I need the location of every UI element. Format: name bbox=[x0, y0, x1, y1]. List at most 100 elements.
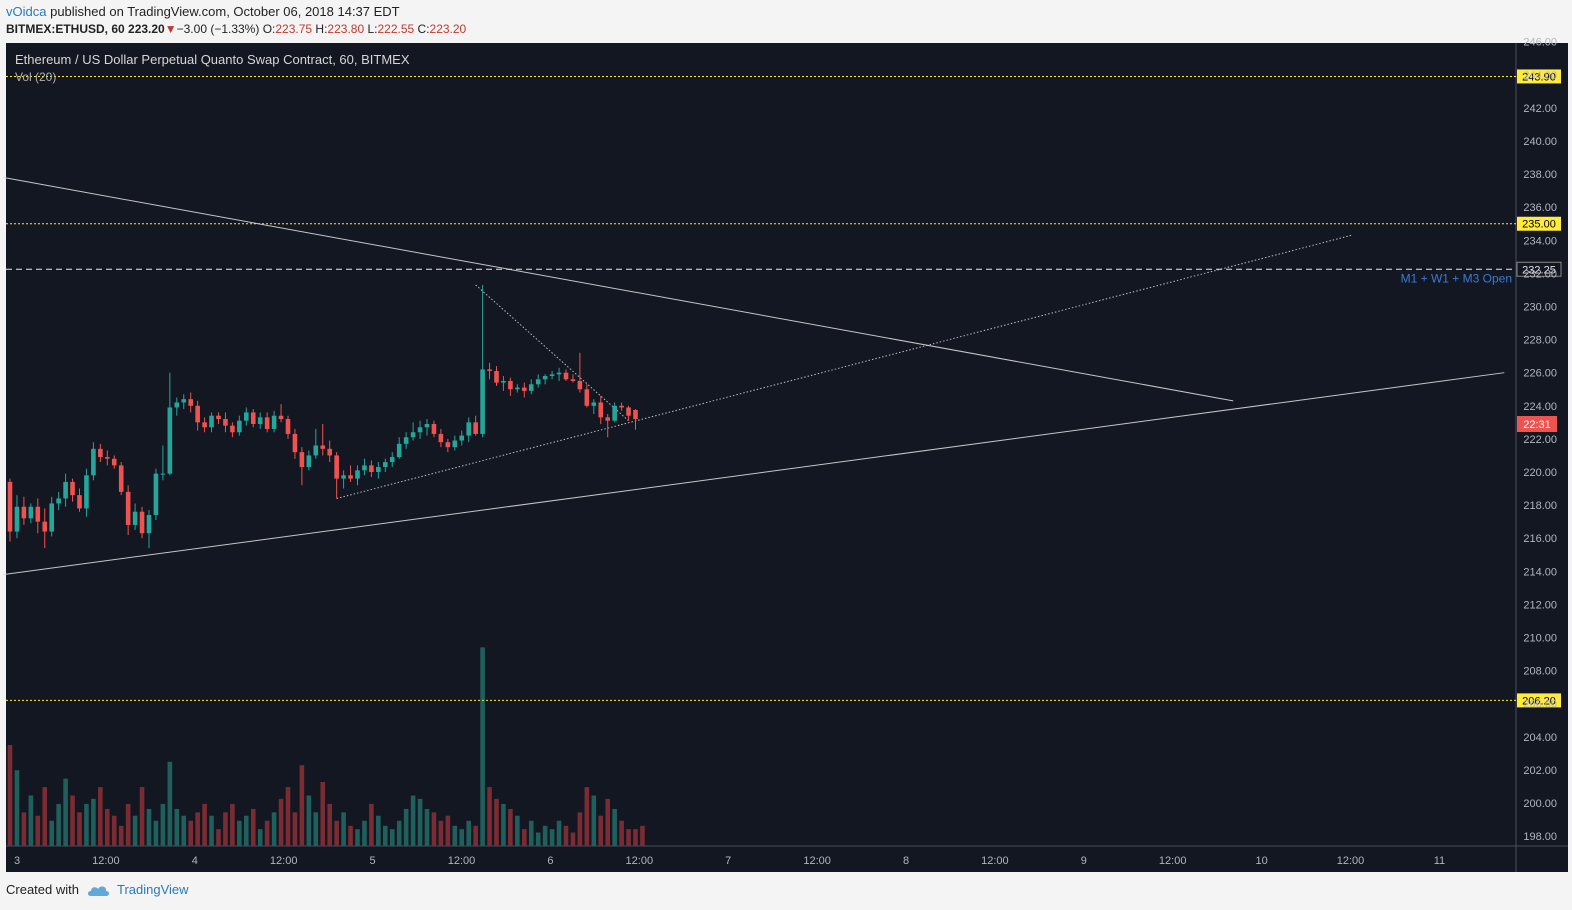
volume-bar bbox=[188, 820, 193, 846]
candle-body bbox=[410, 432, 416, 438]
volume-bar bbox=[7, 745, 13, 846]
candle-body bbox=[63, 481, 68, 499]
time-tick-label: 4 bbox=[192, 855, 198, 867]
time-tick-label: 12:00 bbox=[270, 855, 298, 867]
tradingview-brand-link[interactable]: TradingView bbox=[87, 882, 189, 897]
candle-body bbox=[35, 506, 41, 522]
volume-bar bbox=[202, 803, 207, 846]
candle-body bbox=[480, 369, 485, 434]
candle-body bbox=[528, 384, 534, 391]
volume-bar bbox=[334, 820, 339, 846]
volume-bar bbox=[91, 798, 96, 846]
tradingview-cloud-icon bbox=[87, 886, 109, 896]
candle-body bbox=[320, 445, 326, 449]
volume-bar bbox=[230, 803, 235, 846]
volume-bar bbox=[501, 803, 506, 846]
change-text: −3.00 (−1.33%) bbox=[176, 22, 260, 36]
volume-bar bbox=[223, 812, 228, 846]
volume-bar bbox=[313, 812, 319, 846]
candle-body bbox=[223, 419, 228, 426]
price-tick-label: 202.00 bbox=[1523, 765, 1557, 777]
candle-body bbox=[501, 380, 506, 383]
candle-body bbox=[230, 425, 235, 433]
volume-bar bbox=[515, 815, 520, 846]
candle-body bbox=[584, 389, 590, 406]
candle-body bbox=[605, 417, 610, 421]
candle-body bbox=[570, 379, 576, 381]
solid-trendline bbox=[2, 176, 1234, 402]
level-annotation: M1 + W1 + M3 Open bbox=[1401, 271, 1512, 285]
candle-body bbox=[42, 521, 48, 532]
volume-bar bbox=[167, 761, 173, 846]
candle-body bbox=[369, 465, 374, 472]
volume-bar bbox=[417, 798, 423, 846]
candle-body bbox=[188, 399, 193, 406]
volume-bar bbox=[181, 815, 187, 846]
level-price-tag bbox=[1517, 693, 1561, 708]
candle-body bbox=[473, 422, 478, 434]
symbol-label: BITMEX:ETHUSD, 60 bbox=[6, 22, 125, 36]
dotted-trendline bbox=[475, 284, 629, 422]
low-value: 222.55 bbox=[377, 22, 415, 36]
open-label: O: bbox=[262, 22, 276, 36]
price-tick-label: 216.00 bbox=[1523, 533, 1557, 545]
volume-bar bbox=[466, 820, 471, 846]
volume-bar bbox=[28, 795, 34, 846]
price-tick-label: 228.00 bbox=[1523, 335, 1557, 347]
volume-bar bbox=[264, 820, 270, 846]
volume-bar bbox=[299, 765, 305, 846]
candle-body bbox=[56, 498, 61, 504]
author-link[interactable]: vOidca bbox=[6, 4, 47, 19]
price-axis: 246.00 244.00 242.00 240.00 238.00 236.00 234.… bbox=[1517, 37, 1557, 843]
candle-body bbox=[181, 399, 187, 403]
volume-bar bbox=[431, 812, 437, 846]
volume-bar bbox=[209, 815, 214, 846]
volume-bar bbox=[341, 812, 346, 846]
candle-body bbox=[125, 491, 131, 525]
volume-bar bbox=[640, 825, 645, 846]
candle-body bbox=[612, 405, 617, 421]
volume-bar bbox=[605, 798, 610, 846]
candle-body bbox=[278, 415, 284, 420]
volume-bar bbox=[146, 808, 152, 846]
volume-bar bbox=[250, 808, 256, 846]
candle-body bbox=[209, 415, 214, 428]
volume-bar bbox=[14, 770, 20, 846]
time-tick-label: 12:00 bbox=[1159, 855, 1187, 867]
level-price-label: 206.20 bbox=[1522, 695, 1556, 707]
volume-bar bbox=[362, 820, 367, 846]
candle-body bbox=[28, 506, 34, 519]
volume-bar bbox=[633, 829, 638, 846]
candle-body bbox=[563, 372, 569, 380]
published-text: published on TradingView.com, October 06… bbox=[50, 4, 400, 19]
volume-bar bbox=[612, 808, 617, 846]
candle-body bbox=[257, 417, 263, 424]
volume-bar bbox=[410, 795, 416, 846]
price-tick-label: 240.00 bbox=[1523, 136, 1557, 148]
created-with-text: Created with bbox=[6, 882, 79, 897]
candle-body bbox=[167, 407, 173, 474]
candle-body bbox=[105, 457, 110, 459]
time-tick-label: 7 bbox=[725, 855, 731, 867]
candle-body bbox=[438, 433, 444, 443]
last-price: 223.20 bbox=[128, 22, 165, 36]
level-price-label: 235.00 bbox=[1522, 219, 1556, 231]
price-tick-label: 204.00 bbox=[1523, 732, 1557, 744]
volume-bar bbox=[396, 820, 402, 846]
volume-bar bbox=[542, 825, 548, 846]
candle-body bbox=[70, 481, 75, 496]
volume-bar bbox=[21, 812, 27, 846]
volume-bar bbox=[508, 808, 513, 846]
price-axis-background[interactable] bbox=[1516, 43, 1568, 872]
candle-body bbox=[341, 475, 346, 479]
candle-body bbox=[160, 473, 166, 475]
candle-body bbox=[292, 433, 298, 453]
time-tick-label: 5 bbox=[370, 855, 376, 867]
candle-body bbox=[21, 506, 27, 519]
level-price-tag bbox=[1517, 216, 1561, 231]
time-tick-label: 11 bbox=[1434, 855, 1445, 867]
time-tick-label: 12:00 bbox=[92, 855, 120, 867]
volume-bar bbox=[598, 815, 604, 846]
volume-bar bbox=[111, 815, 117, 846]
